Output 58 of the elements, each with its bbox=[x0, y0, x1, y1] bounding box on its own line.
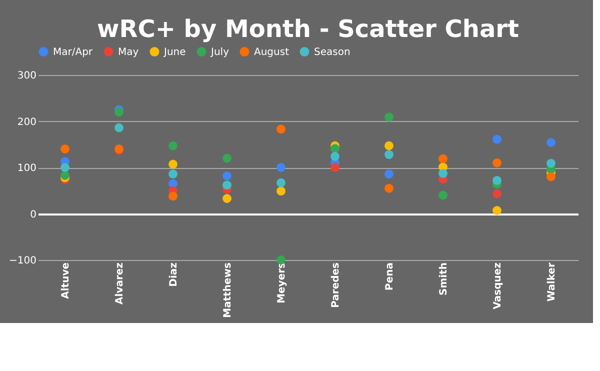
x-tick-label: Altuve bbox=[60, 262, 72, 299]
y-tick-label: 100 bbox=[17, 163, 36, 174]
point bbox=[276, 186, 286, 196]
x-tick-label: Diaz bbox=[168, 262, 180, 287]
x-tick-label: Pena bbox=[384, 262, 396, 290]
point bbox=[114, 123, 124, 132]
point bbox=[60, 163, 70, 172]
point bbox=[168, 160, 178, 169]
chart-title: wRC+ by Month - Scatter Chart bbox=[97, 15, 519, 43]
point bbox=[546, 138, 556, 147]
legend-label: July bbox=[210, 46, 230, 58]
point bbox=[168, 141, 178, 150]
point bbox=[492, 158, 502, 168]
point bbox=[438, 190, 448, 200]
legend-label: June bbox=[163, 46, 186, 58]
point bbox=[330, 163, 340, 172]
point bbox=[492, 134, 502, 144]
point bbox=[384, 170, 394, 178]
y-tick-label: −100 bbox=[9, 256, 36, 266]
point bbox=[438, 169, 448, 178]
point bbox=[168, 170, 178, 178]
point bbox=[384, 184, 394, 193]
point bbox=[222, 154, 232, 163]
point bbox=[330, 144, 340, 153]
point bbox=[114, 108, 124, 116]
point bbox=[60, 170, 70, 180]
point bbox=[438, 154, 448, 164]
point bbox=[384, 150, 394, 160]
point bbox=[546, 172, 556, 182]
point bbox=[384, 141, 394, 150]
point bbox=[546, 158, 556, 168]
point bbox=[222, 194, 232, 203]
point bbox=[492, 189, 502, 198]
point bbox=[222, 180, 232, 190]
legend-label: Season bbox=[314, 46, 350, 58]
legend-label: August bbox=[254, 46, 290, 58]
x-tick-label: Smith bbox=[438, 262, 450, 296]
x-tick-label: Walker bbox=[546, 262, 558, 302]
y-tick-label: 0 bbox=[30, 209, 36, 220]
point bbox=[276, 178, 286, 188]
point bbox=[492, 206, 502, 215]
point bbox=[276, 124, 286, 134]
point bbox=[276, 163, 286, 172]
point bbox=[330, 152, 340, 161]
x-tick-label: Vasquez bbox=[492, 262, 504, 310]
x-tick-label: Matthews bbox=[222, 262, 234, 318]
point bbox=[222, 171, 232, 180]
x-tick-label: Meyers bbox=[276, 262, 288, 304]
point bbox=[384, 112, 394, 122]
point bbox=[60, 144, 70, 154]
y-tick-label: 300 bbox=[17, 70, 36, 82]
legend-label: May bbox=[118, 46, 139, 58]
legend-label: Mar/Apr bbox=[53, 46, 94, 58]
point bbox=[168, 192, 178, 201]
x-tick-label: Paredes bbox=[330, 262, 342, 308]
y-tick-label: 200 bbox=[17, 116, 36, 128]
point bbox=[492, 176, 502, 185]
x-tick-label: Alvarez bbox=[114, 262, 126, 304]
